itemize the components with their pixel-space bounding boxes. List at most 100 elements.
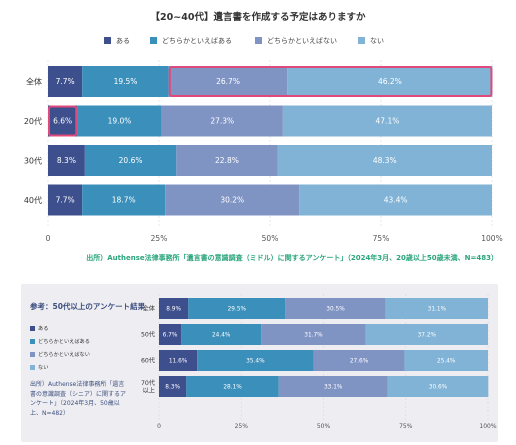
data-label: 30.5% [326, 307, 345, 313]
legend-label: どちらかといえばない [38, 352, 90, 358]
legend-swatch [358, 37, 365, 44]
bar-segment [48, 105, 78, 137]
x-tick-label: 0 [46, 234, 51, 243]
legend-label: どちらかといえばある [162, 37, 232, 45]
bar-segment [168, 66, 288, 97]
category-label: 50代 [141, 331, 156, 339]
legend-item-dochiraka-nai: どちらかといえばない [255, 36, 337, 46]
bar-segment [365, 324, 488, 345]
x-tick-label: 50% [262, 234, 279, 243]
chart-title: 【20~40代】遺言書を作成する予定はありますか [150, 12, 366, 23]
bar-segment [48, 145, 85, 176]
category-label: 以上 [143, 386, 155, 394]
data-label: 33.1% [324, 385, 343, 391]
legend-swatch [255, 37, 262, 44]
data-label: 22.8% [215, 156, 239, 165]
bar-segment [285, 298, 386, 319]
data-label: 37.2% [418, 333, 437, 339]
bar-segment [82, 184, 166, 216]
ref-legend-item: ある [30, 325, 90, 338]
data-label: 28.1% [223, 385, 242, 391]
highlight-box [168, 66, 493, 97]
data-label: 11.6% [169, 359, 188, 365]
source-note: 出所）Authense法律事務所「遺言書の意識調査（ミドル）に関するアンケート」… [86, 254, 498, 262]
legend-label: ない [38, 365, 49, 371]
data-label: 20.6% [119, 156, 143, 165]
bar-segment [287, 66, 493, 97]
reference-title: 参考：50代以上のアンケート結果 [30, 302, 146, 311]
data-label: 46.2% [378, 77, 402, 86]
bar-segment [82, 66, 169, 97]
reference-source-note: 出所）Authense法律事務所「遺言書の意識調査（シニア）に関するアンケート」… [30, 381, 127, 417]
data-label: 31.7% [304, 333, 323, 339]
data-label: 27.6% [350, 359, 369, 365]
data-label: 27.3% [210, 117, 234, 126]
ref-legend-item: どちらかといえばある [30, 338, 90, 351]
legend-swatch [30, 326, 35, 331]
bar-segment [159, 376, 187, 397]
bar-segment [77, 105, 162, 137]
data-label: 35.4% [246, 359, 265, 365]
bar-segment [387, 376, 489, 397]
bar-segment [159, 350, 198, 371]
data-label: 25.4% [437, 359, 456, 365]
data-label: 19.0% [108, 117, 132, 126]
bar-segment [299, 184, 492, 216]
legend-item-dochiraka-aru: どちらかといえばある [150, 36, 232, 46]
x-tick-label: 100% [481, 234, 502, 243]
x-tick-label: 0 [157, 423, 161, 430]
legend-swatch [30, 339, 35, 344]
category-label: 70代 [141, 379, 156, 387]
highlight-box [48, 105, 78, 137]
data-label: 43.4% [384, 196, 408, 205]
legend-item-aru: ある [104, 36, 130, 46]
category-label: 全体 [143, 305, 156, 313]
legend: ある どちらかといえばある どちらかといえばない ない [0, 36, 516, 48]
data-label: 19.5% [114, 77, 138, 86]
data-label: 8.3% [57, 156, 76, 165]
data-label: 8.9% [166, 307, 181, 313]
x-tick-label: 75% [373, 234, 390, 243]
bar-segment [159, 298, 189, 319]
data-label: 8.3% [165, 385, 180, 391]
bar-segment [165, 184, 300, 216]
x-tick-label: 25% [235, 423, 249, 430]
bar-segment [181, 324, 262, 345]
data-label: 31.1% [428, 307, 447, 313]
bar-segment [197, 350, 314, 371]
data-label: 48.3% [373, 156, 397, 165]
legend-label: ない [370, 37, 384, 45]
bar-segment [159, 324, 182, 345]
legend-label: どちらかといえばない [267, 37, 337, 45]
bar-segment [261, 324, 366, 345]
category-label: 40代 [24, 195, 42, 205]
bar-segment [385, 298, 488, 319]
data-label: 30.6% [429, 385, 448, 391]
bar-segment [48, 184, 83, 216]
legend-swatch [104, 37, 111, 44]
x-tick-label: 50% [317, 423, 331, 430]
bar-segment [84, 145, 177, 176]
bar-segment [278, 376, 388, 397]
bar-segment [277, 145, 492, 176]
category-label: 全体 [26, 76, 42, 86]
ref-legend-item: どちらかといえばない [30, 351, 90, 364]
data-label: 24.4% [212, 333, 231, 339]
data-label: 7.7% [56, 196, 75, 205]
data-label: 47.1% [376, 117, 400, 126]
x-tick-label: 25% [151, 234, 168, 243]
legend-swatch [30, 365, 35, 370]
category-label: 20代 [24, 116, 42, 126]
bar-segment [282, 105, 492, 137]
legend-item-nai: ない [358, 36, 384, 46]
x-tick-label: 75% [399, 423, 413, 430]
bar-segment [176, 145, 278, 176]
data-label: 18.7% [112, 196, 136, 205]
category-label: 60代 [141, 357, 156, 365]
x-tick-label: 100% [479, 423, 496, 430]
data-label: 7.7% [56, 77, 75, 86]
bar-segment [313, 350, 405, 371]
ref-legend-item: ない [30, 364, 90, 377]
data-label: 6.7% [163, 333, 178, 339]
